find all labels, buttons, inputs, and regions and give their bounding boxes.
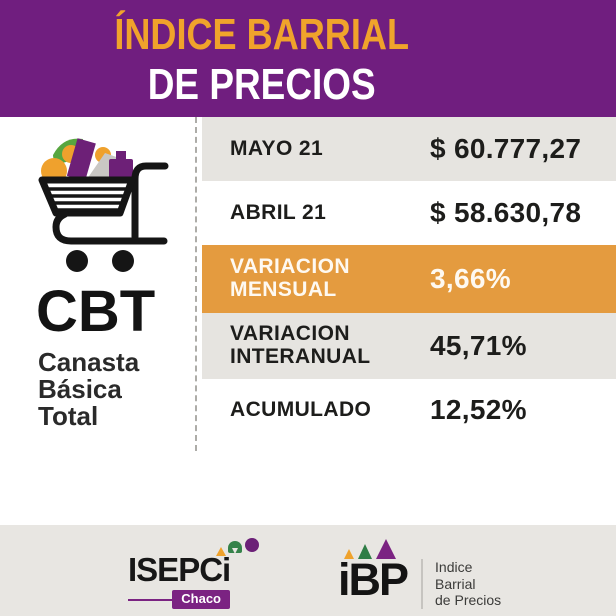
row-label: MAYO 21 (230, 136, 324, 160)
cart-wheel-icon (112, 250, 134, 272)
page-title-line-1: ÍNDICE BARRIAL (114, 10, 410, 59)
ibp-wordmark: iBP (338, 554, 409, 605)
row-value: 45,71% (430, 330, 527, 361)
basket-name-line: Canasta (38, 347, 140, 377)
header-title-block: ÍNDICE BARRIAL DE PRECIOS (0, 0, 524, 117)
table-row: ABRIL 21 $ 58.630,78 (202, 181, 616, 245)
isepci-wordmark: ISEPCi (128, 551, 231, 588)
row-label: ACUMULADO (230, 397, 372, 421)
ibp-caption-line: Barrial (435, 575, 476, 592)
row-value: $ 60.777,27 (430, 133, 582, 164)
jar-icon (109, 159, 133, 179)
table-row: MAYO 21 $ 60.777,27 (202, 117, 616, 181)
table-row: ACUMULADO 12,52% (202, 379, 616, 441)
basket-acronym: CBT (36, 279, 156, 344)
shopping-cart-groceries-icon (38, 138, 169, 272)
ibp-logo: iBP Indice Barrial de Precios (338, 537, 501, 609)
page-title-line-2: DE PRECIOS (148, 60, 376, 109)
isepci-logo: ISEPCi Chaco (128, 536, 259, 609)
table-row-highlighted: VARIACION MENSUAL 3,66% (202, 245, 616, 313)
table-row: VARIACION INTERANUAL 45,71% (202, 313, 616, 379)
row-label: VARIACION INTERANUAL (230, 322, 371, 368)
isepci-accent-shapes-icon (216, 538, 260, 556)
ibp-triangle-green-icon (358, 544, 372, 559)
dashed-divider (195, 117, 197, 451)
ibp-triangle-orange-icon (344, 549, 354, 559)
ibp-caption-line: Indice (435, 559, 473, 575)
row-value: 12,52% (430, 394, 527, 425)
row-label: VARIACION MENSUAL (230, 255, 350, 301)
basket-name-line: Básica (38, 374, 122, 405)
ibp-triangles-icon (344, 537, 407, 559)
header-banner: ÍNDICE BARRIAL DE PRECIOS (0, 0, 616, 117)
footer: ISEPCi Chaco iBP Indice Barrial de Preci… (0, 525, 616, 616)
ibp-caption-line: de Precios (435, 592, 502, 609)
price-index-table: MAYO 21 $ 60.777,27 ABRIL 21 $ 58.630,78… (202, 117, 616, 441)
row-value: $ 58.630,78 (430, 197, 582, 228)
ibp-triangle-purple-icon (376, 539, 396, 559)
isepci-dot-icon (245, 538, 259, 552)
basket-name-line: Total (38, 401, 99, 432)
isepci-triangle-icon (216, 547, 226, 556)
cart-wheel-icon (66, 250, 88, 272)
isepci-underline (128, 598, 173, 601)
package-icon (66, 138, 96, 181)
ibp-caption: Indice Barrial de Precios (421, 559, 501, 609)
ibp-mark: iBP (338, 537, 409, 609)
chaco-badge: Chaco (172, 590, 230, 609)
isepci-underline-row: Chaco (128, 590, 230, 609)
row-label: ABRIL 21 (230, 200, 327, 224)
row-value: 3,66% (430, 263, 511, 294)
basket-name: Canasta Básica Total (38, 347, 140, 432)
isepci-arch-icon (228, 541, 242, 553)
